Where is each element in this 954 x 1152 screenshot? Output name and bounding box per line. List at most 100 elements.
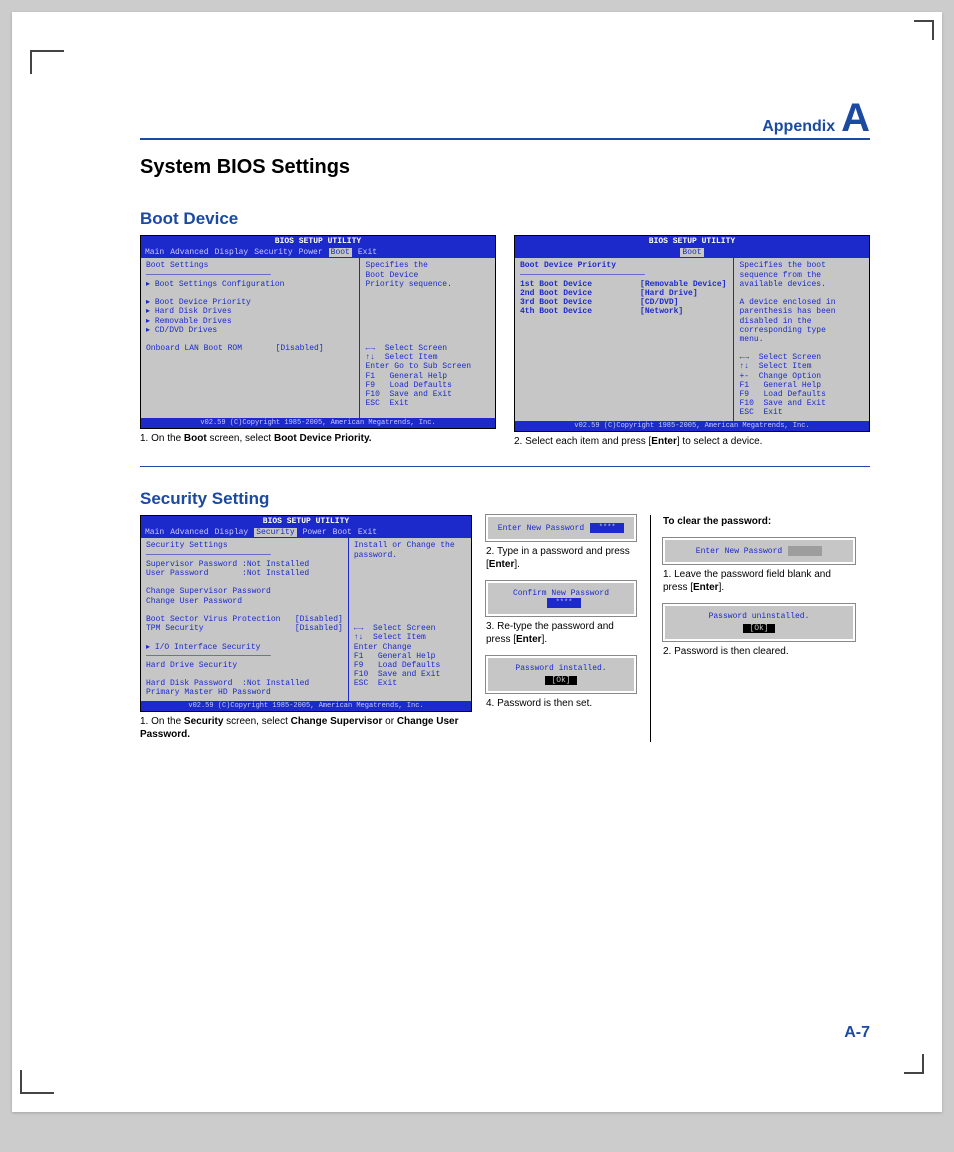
bios-body: Security Settings ──────────────────────… xyxy=(141,538,471,700)
dialog-label: Confirm New Password xyxy=(513,589,609,598)
cap-text: 2. Select each item and press [ xyxy=(514,436,651,447)
cap-bold: Enter xyxy=(489,559,515,570)
cap-bold: Boot Device Priority. xyxy=(274,433,372,444)
bios-left-pane: Boot Device Priority ───────────────────… xyxy=(515,258,734,420)
security-left-col: BIOS SETUP UTILITY Main Advanced Display… xyxy=(140,515,472,742)
bios-boot-priority: BIOS SETUP UTILITY Boot Boot Device Prio… xyxy=(514,235,870,432)
dialog-label: Enter New Password xyxy=(498,524,584,533)
security-mid-col: Enter New Password 2. Type in a password… xyxy=(486,515,636,742)
ok-button[interactable]: [Ok] xyxy=(743,624,774,633)
cap-text: ]. xyxy=(514,559,520,570)
boot-col-2: BIOS SETUP UTILITY Boot Boot Device Prio… xyxy=(514,235,870,448)
password-field xyxy=(547,598,581,608)
cap-text: screen, select xyxy=(207,433,274,444)
dialog-message: Password installed. xyxy=(496,664,626,673)
bios-right-pane: Specifies the boot sequence from the ava… xyxy=(734,258,869,420)
crop-mark xyxy=(20,1066,48,1094)
cap-bold: Change Supervisor xyxy=(291,716,383,727)
bios-footer: v02.59 (C)Copyright 1985-2005, American … xyxy=(141,701,471,711)
cap-bold: To clear the password: xyxy=(663,516,771,527)
bios-boot-settings: BIOS SETUP UTILITY Main Advanced Display… xyxy=(140,235,496,429)
ok-button[interactable]: [Ok] xyxy=(545,676,576,685)
crop-mark xyxy=(30,50,58,78)
menu-item: Main xyxy=(145,528,164,537)
bios-footer: v02.59 (C)Copyright 1985-2005, American … xyxy=(141,418,495,428)
cap-text: or xyxy=(382,716,396,727)
security-right-col: To clear the password: Enter New Passwor… xyxy=(650,515,855,742)
menu-item: Power xyxy=(303,528,327,537)
page-header: Appendix A xyxy=(140,102,870,140)
crop-mark xyxy=(896,1046,924,1074)
dialog-label: Enter New Password xyxy=(696,547,782,556)
menu-item: Boot xyxy=(333,528,352,537)
security-heading: Security Setting xyxy=(140,489,870,509)
bios-menu: Boot xyxy=(515,247,869,258)
dialog-password-uninstalled: Password uninstalled. [Ok] xyxy=(663,604,855,641)
cap-bold: Enter xyxy=(693,582,719,593)
step-2: 2. Type in a password and press [Enter]. xyxy=(486,545,636,571)
cap-bold: Enter xyxy=(516,634,542,645)
bios-right-pane: Specifies the Boot Device Priority seque… xyxy=(360,258,495,418)
section-divider xyxy=(140,466,870,467)
cap-text: 3. Re-type the password and press [ xyxy=(486,621,614,645)
bios-menu: Main Advanced Display Security Power Boo… xyxy=(141,527,471,538)
bios-title: BIOS SETUP UTILITY xyxy=(141,236,495,247)
boot-col-1: BIOS SETUP UTILITY Main Advanced Display… xyxy=(140,235,496,448)
bios-left-pane: Security Settings ──────────────────────… xyxy=(141,538,349,700)
dialog-message: Password uninstalled. xyxy=(673,612,845,621)
cap-text: screen, select xyxy=(223,716,290,727)
boot-caption-1: 1. On the Boot screen, select Boot Devic… xyxy=(140,432,496,446)
bios-left-pane: Boot Settings ──────────────────────────… xyxy=(141,258,360,418)
page: Appendix A System BIOS Settings Boot Dev… xyxy=(12,12,942,1112)
bios-title: BIOS SETUP UTILITY xyxy=(515,236,869,247)
menu-item: Display xyxy=(215,248,249,257)
clear-step-2: 2. Password is then cleared. xyxy=(663,645,855,658)
boot-row: BIOS SETUP UTILITY Main Advanced Display… xyxy=(140,235,870,448)
cap-text: 1. On the xyxy=(140,716,184,727)
dialog-password-installed: Password installed. [Ok] xyxy=(486,656,636,693)
security-row: BIOS SETUP UTILITY Main Advanced Display… xyxy=(140,515,870,742)
cap-text: ] to select a device. xyxy=(677,436,763,447)
menu-item: Power xyxy=(299,248,323,257)
security-caption: 1. On the Security screen, select Change… xyxy=(140,715,472,742)
menu-item: Display xyxy=(215,528,249,537)
crop-mark xyxy=(906,20,934,48)
clear-step-1: 1. Leave the password field blank and pr… xyxy=(663,568,855,594)
boot-heading: Boot Device xyxy=(140,209,870,229)
cap-bold: Security xyxy=(184,716,223,727)
bios-body: Boot Device Priority ───────────────────… xyxy=(515,258,869,420)
bios-title: BIOS SETUP UTILITY xyxy=(141,516,471,527)
bios-menu: Main Advanced Display Security Power Boo… xyxy=(141,247,495,258)
dialog-enter-password: Enter New Password xyxy=(486,515,636,541)
password-field-blank xyxy=(788,546,822,556)
cap-text: 1. Leave the password field blank and pr… xyxy=(663,569,831,593)
cap-text: ]. xyxy=(542,634,548,645)
menu-item-selected: Boot xyxy=(329,248,352,257)
menu-item: Advanced xyxy=(170,528,208,537)
appendix-letter: A xyxy=(841,102,870,134)
step-4: 4. Password is then set. xyxy=(486,697,636,710)
menu-item: Security xyxy=(254,248,292,257)
menu-item: Exit xyxy=(358,528,377,537)
page-number: A-7 xyxy=(844,1024,870,1042)
menu-item: Exit xyxy=(358,248,377,257)
bios-content: Boot Device Priority ───────────────────… xyxy=(520,261,726,316)
dialog-confirm-password: Confirm New Password xyxy=(486,581,636,616)
page-title: System BIOS Settings xyxy=(140,156,870,179)
step-3: 3. Re-type the password and press [Enter… xyxy=(486,620,636,646)
clear-heading: To clear the password: xyxy=(663,515,855,528)
bios-right-pane: Install or Change the password. ←→ Selec… xyxy=(349,538,471,700)
password-field xyxy=(590,523,624,533)
dialog-enter-blank: Enter New Password xyxy=(663,538,855,564)
boot-caption-2: 2. Select each item and press [Enter] to… xyxy=(514,435,870,449)
menu-item-selected: Boot xyxy=(680,248,703,257)
appendix-label: Appendix xyxy=(762,118,835,136)
cap-bold: Boot xyxy=(184,433,207,444)
cap-bold: Enter xyxy=(651,436,677,447)
cap-text: 1. On the xyxy=(140,433,184,444)
cap-text: ]. xyxy=(719,582,725,593)
bios-security: BIOS SETUP UTILITY Main Advanced Display… xyxy=(140,515,472,712)
menu-item: Main xyxy=(145,248,164,257)
bios-footer: v02.59 (C)Copyright 1985-2005, American … xyxy=(515,421,869,431)
bios-body: Boot Settings ──────────────────────────… xyxy=(141,258,495,418)
